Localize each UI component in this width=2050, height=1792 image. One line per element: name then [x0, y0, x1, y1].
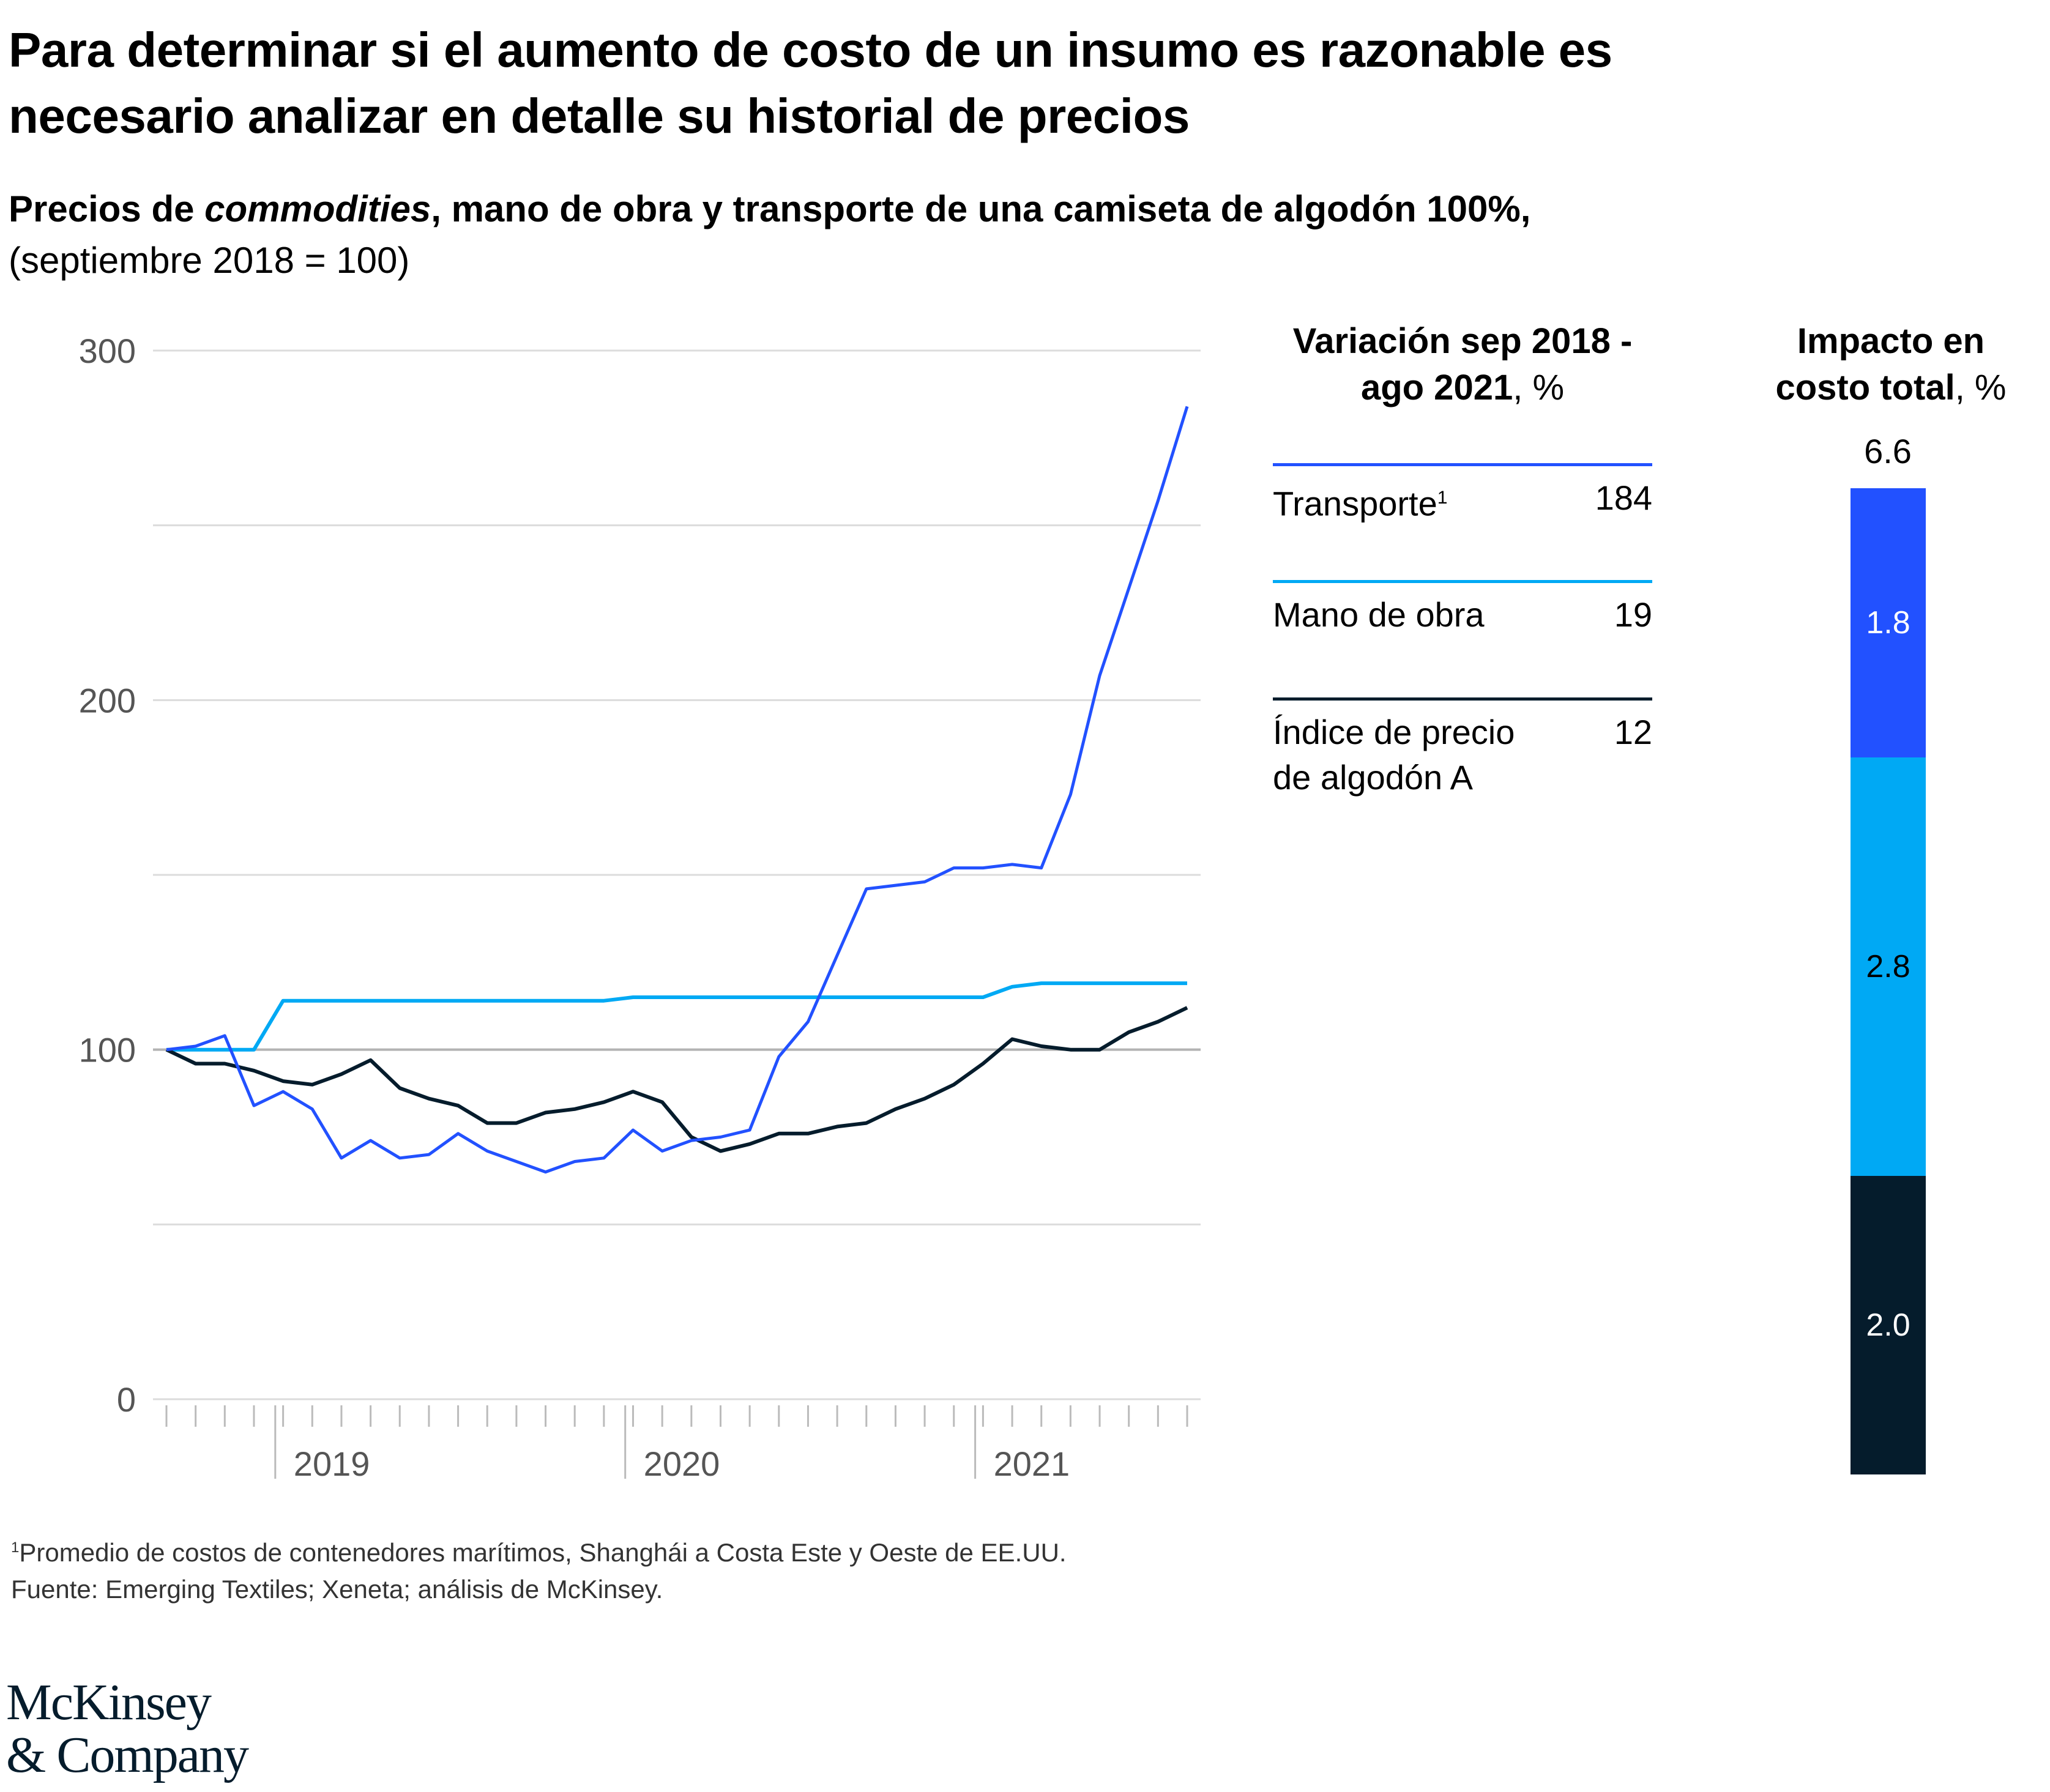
table-row-mano-de-obra: Mano de obra 19 [1273, 580, 1652, 634]
bar-header-line1: Impacto en [1797, 321, 1985, 361]
bar-header-unit: , % [1955, 368, 2007, 407]
bar-total-label: 6.6 [1864, 432, 1912, 470]
footnote-marker: 1 [11, 1539, 20, 1556]
row-label: Mano de obra [1273, 595, 1485, 634]
row-label-line2: de algodón A [1273, 758, 1473, 797]
table-header: Variación sep 2018 - ago 2021, % [1273, 318, 1652, 411]
bar-segment-mano-de-obra: 2.8 [1851, 757, 1926, 1176]
subtitle-part2: , mano de obra y transporte de una camis… [431, 188, 1531, 229]
mckinsey-logo: McKinsey & Company [6, 1674, 249, 1783]
footnote: 1Promedio de costos de contenedores marí… [11, 1530, 1067, 1608]
row-value: 19 [1614, 595, 1652, 634]
subtitle-italic: commodities [204, 188, 431, 229]
series-line-transporte [166, 406, 1189, 1174]
series-line-mano-de-obra [166, 981, 1187, 1052]
legend-rule-algodon [1273, 697, 1652, 701]
table-row-transporte: Transporte1 184 [1273, 463, 1652, 523]
bar-header-bold: costo total [1775, 368, 1955, 407]
x-tick-label: 2019 [294, 1444, 370, 1483]
row-label-line1: Índice de precio [1273, 713, 1515, 751]
row-value: 184 [1595, 478, 1652, 517]
table-row-algodon: Índice de precio de algodón A 12 [1273, 697, 1652, 797]
legend-rule-transporte [1273, 463, 1652, 466]
footnote-line1: Promedio de costos de contenedores marít… [19, 1538, 1067, 1567]
table-header-bold: Variación sep 2018 - ago 2021 [1292, 321, 1633, 407]
bar-segment-label: 2.8 [1866, 948, 1910, 984]
logo-line1: McKinsey [6, 1674, 212, 1731]
y-tick-label: 0 [117, 1380, 136, 1419]
bar-segment-algodon: 2.0 [1851, 1175, 1926, 1474]
chart-title: Para determinar si el aumento de costo d… [9, 23, 1612, 143]
y-tick-label: 300 [79, 332, 136, 370]
bar-segment-transporte: 1.8 [1851, 488, 1926, 757]
bar-segment-label: 1.8 [1866, 604, 1910, 641]
row-label-text: Transporte [1273, 484, 1437, 523]
bar-segment-label: 2.0 [1866, 1307, 1910, 1343]
x-tick-label: 2021 [994, 1444, 1070, 1483]
subtitle-unit: (septiembre 2018 = 100) [9, 240, 410, 281]
bar-header: Impacto en costo total, % [1738, 318, 2044, 411]
row-value: 12 [1614, 713, 1652, 751]
table-header-unit: , % [1513, 368, 1565, 407]
row-label: Índice de precio de algodón A [1273, 710, 1515, 800]
subtitle-part1: Precios de [9, 188, 205, 229]
footnote-marker: 1 [1437, 488, 1448, 508]
y-tick-label: 100 [79, 1031, 136, 1069]
y-tick-label: 200 [79, 681, 136, 719]
x-tick-label: 2020 [644, 1444, 720, 1483]
series-line-algodon [165, 1006, 1188, 1153]
row-label: Transporte1 [1273, 475, 1447, 527]
source-line: Fuente: Emerging Textiles; Xeneta; análi… [11, 1575, 663, 1604]
chart-subtitle: Precios de commodities, mano de obra y t… [9, 184, 1844, 286]
logo-line2: & Company [6, 1727, 249, 1783]
legend-rule-mano-de-obra [1273, 580, 1652, 583]
